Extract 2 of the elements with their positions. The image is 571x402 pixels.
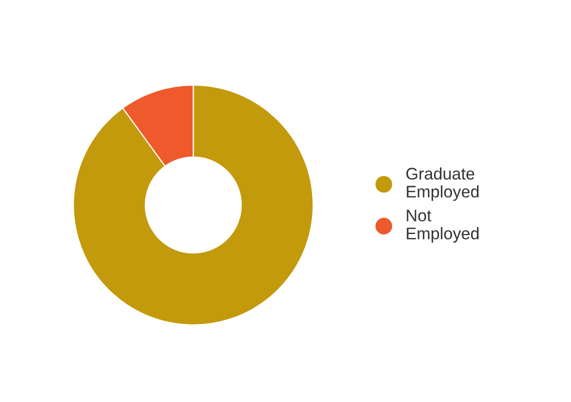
- legend-label: Graduate Employed: [406, 167, 479, 201]
- legend-label: Not Employed: [406, 210, 479, 243]
